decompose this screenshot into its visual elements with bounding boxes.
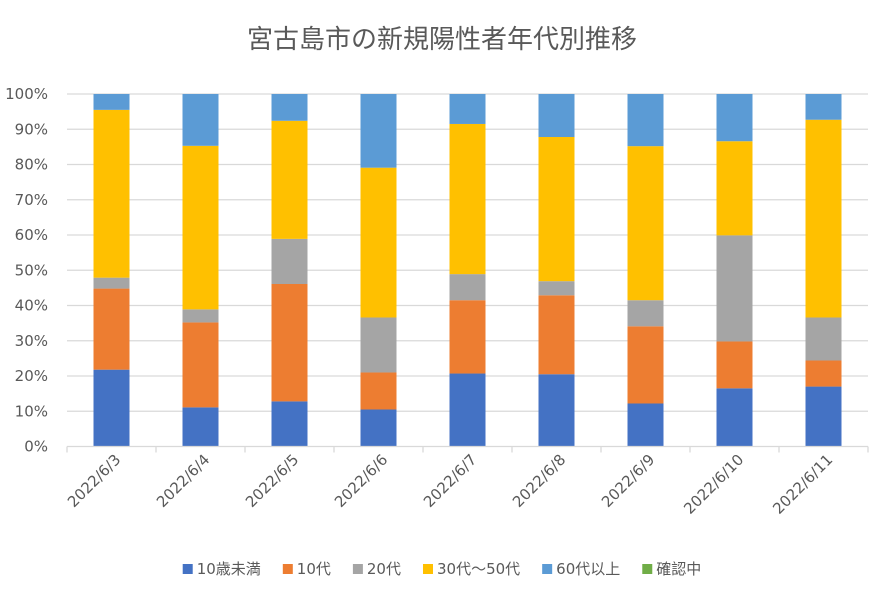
- bar-segment: [627, 403, 664, 447]
- bar-segment: [449, 274, 486, 301]
- bar-segment: [627, 300, 664, 327]
- bar-segment: [805, 360, 842, 387]
- x-tick-label: 2022/6/8: [509, 451, 569, 511]
- bar-segment: [271, 283, 308, 402]
- bar-stack: [716, 94, 753, 447]
- bar-segment: [449, 123, 486, 275]
- bar-segment: [805, 317, 842, 361]
- bar-stack: [182, 94, 219, 447]
- legend-label: 確認中: [656, 560, 701, 578]
- bars: [93, 94, 842, 447]
- legend-label: 20代: [367, 560, 401, 578]
- bar-segment: [360, 94, 397, 168]
- bar-segment: [716, 141, 753, 236]
- legend-item: 60代以上: [542, 560, 620, 578]
- legend-swatch: [642, 564, 653, 574]
- bar-segment: [805, 119, 842, 318]
- bar-segment: [716, 94, 753, 142]
- chart-title: 宮古島市の新規陽性者年代別推移: [247, 25, 637, 55]
- y-tick-label: 0%: [24, 438, 48, 456]
- x-tick-label: 2022/6/10: [680, 451, 747, 518]
- legend-swatch: [282, 564, 293, 574]
- bar-segment: [271, 120, 308, 239]
- legend-label: 60代以上: [556, 560, 620, 578]
- bar-segment: [716, 341, 753, 389]
- x-axis-tick-labels: 2022/6/3 2022/6/4 2022/6/5 2022/6/6 2022/6/7…: [64, 451, 836, 518]
- bar-segment: [93, 109, 130, 278]
- bar-stack: [271, 94, 308, 447]
- bar-segment: [449, 300, 486, 374]
- bar-segment: [271, 94, 308, 121]
- y-tick-label: 30%: [15, 332, 48, 350]
- y-tick-label: 10%: [15, 402, 48, 420]
- bar-stack: [360, 94, 397, 447]
- bar-segment: [93, 94, 130, 110]
- legend: 10歳未満 10代 20代 30代～50代 60代以上 確認中: [182, 560, 701, 578]
- bar-segment: [538, 374, 575, 447]
- legend-label: 30代～50代: [437, 560, 520, 578]
- bar-segment: [271, 238, 308, 284]
- legend-swatch: [422, 564, 433, 574]
- bar-segment: [182, 309, 219, 323]
- bar-segment: [360, 372, 397, 410]
- legend-item: 10歳未満: [182, 560, 261, 578]
- bar-segment: [627, 146, 664, 301]
- bar-segment: [449, 94, 486, 124]
- y-tick-label: 90%: [15, 120, 48, 138]
- bar-segment: [360, 409, 397, 447]
- y-tick-label: 80%: [15, 156, 48, 174]
- y-axis-tick-labels: 0% 10% 20% 30% 40% 50% 60% 70% 80% 90% 100%: [5, 85, 48, 456]
- bar-segment: [538, 94, 575, 138]
- bar-stack: [93, 94, 130, 447]
- x-tick-label: 2022/6/4: [153, 451, 213, 511]
- y-tick-label: 100%: [5, 85, 48, 103]
- bar-segment: [182, 145, 219, 310]
- legend-item: 確認中: [642, 560, 701, 578]
- bar-segment: [182, 322, 219, 408]
- y-tick-label: 40%: [15, 297, 48, 315]
- legend-swatch: [182, 564, 193, 574]
- legend-item: 20代: [352, 560, 401, 578]
- bar-segment: [360, 317, 397, 373]
- y-tick-label: 70%: [15, 191, 48, 209]
- bar-segment: [182, 94, 219, 146]
- x-tick-label: 2022/6/7: [420, 451, 480, 511]
- legend-label: 10歳未満: [197, 560, 261, 578]
- bar-stack: [449, 94, 486, 447]
- x-axis: [66, 445, 869, 453]
- legend-label: 10代: [297, 560, 331, 578]
- bar-segment: [93, 288, 130, 370]
- bar-segment: [538, 137, 575, 282]
- legend-item: 30代～50代: [422, 560, 520, 578]
- bar-segment: [538, 281, 575, 296]
- bar-stack: [805, 94, 842, 447]
- y-tick-label: 50%: [15, 261, 48, 279]
- x-tick-label: 2022/6/11: [769, 451, 836, 518]
- bar-segment: [182, 407, 219, 447]
- x-tick-label: 2022/6/5: [242, 451, 302, 511]
- bar-stack: [627, 94, 664, 447]
- bar-segment: [449, 373, 486, 447]
- bar-segment: [805, 94, 842, 120]
- legend-swatch: [352, 564, 363, 574]
- bar-segment: [271, 401, 308, 447]
- bar-segment: [716, 388, 753, 447]
- bar-segment: [627, 94, 664, 147]
- bar-segment: [93, 369, 130, 447]
- bar-segment: [360, 167, 397, 318]
- bar-segment: [538, 295, 575, 375]
- bar-segment: [627, 326, 664, 404]
- x-tick-label: 2022/6/6: [331, 451, 391, 511]
- legend-item: 10代: [282, 560, 331, 578]
- y-tick-label: 20%: [15, 367, 48, 385]
- bar-stack: [538, 94, 575, 447]
- bar-segment: [716, 235, 753, 342]
- y-tick-label: 60%: [15, 226, 48, 244]
- bar-segment: [93, 277, 130, 289]
- bar-segment: [805, 386, 842, 447]
- x-tick-label: 2022/6/9: [598, 451, 658, 511]
- x-tick-label: 2022/6/3: [64, 451, 124, 511]
- legend-swatch: [542, 564, 553, 574]
